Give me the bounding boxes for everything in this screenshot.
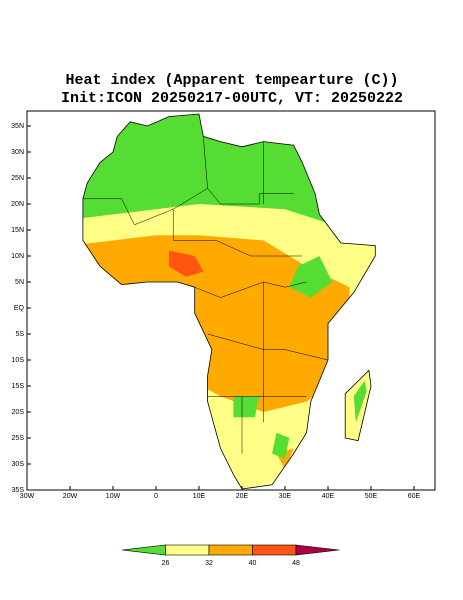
border: [203, 136, 208, 189]
madagascar-inner: [353, 380, 367, 423]
zone-cool: [289, 256, 333, 298]
lat-label: EQ: [14, 305, 25, 312]
lat-label: 15S: [12, 383, 25, 390]
zone-cool: [233, 396, 260, 418]
lat-label: 10S: [12, 357, 25, 364]
title: Heat index (Apparent tempearture (C)): [65, 72, 398, 89]
coastline: [82, 113, 376, 490]
lon-label: 20W: [63, 493, 78, 500]
colorbar-label: 32: [205, 560, 213, 567]
coastline: [82, 113, 376, 490]
lon-label: 60E: [408, 493, 421, 500]
colorbar-swatch: [208, 544, 253, 556]
colorbar-label: 26: [162, 560, 170, 567]
lon-label: 10E: [193, 493, 206, 500]
colorbar-swatch: [295, 544, 340, 556]
lat-label: 5S: [15, 331, 24, 338]
colorbar-label: 40: [249, 560, 257, 567]
lat-label: 30S: [12, 461, 25, 468]
lat-label: 35N: [11, 123, 24, 130]
subtitle: Init:ICON 20250217-00UTC, VT: 20250222: [61, 90, 403, 107]
lat-label: 20S: [12, 409, 25, 416]
zone-cool: [272, 432, 290, 459]
border: [207, 333, 329, 361]
lon-label: 10W: [106, 493, 121, 500]
lat-label: 10N: [11, 253, 24, 260]
lon-label: 0: [154, 493, 158, 500]
lon-label: 30E: [279, 493, 292, 500]
lat-label: 35S: [12, 487, 25, 494]
lat-label: 20N: [11, 201, 24, 208]
zone-hot: [82, 235, 350, 412]
border: [172, 209, 303, 257]
colorbar-swatch: [121, 544, 166, 556]
lat-label: 15N: [11, 227, 24, 234]
lat-label: 25N: [11, 175, 24, 182]
colorbar-swatch: [165, 544, 210, 556]
lon-label: 50E: [365, 493, 378, 500]
lon-label: 20E: [236, 493, 249, 500]
colorbar-swatch: [252, 544, 297, 556]
lon-label: 30W: [20, 493, 35, 500]
lon-label: 40E: [322, 493, 335, 500]
lat-label: 5N: [15, 279, 24, 286]
colorbar-label: 48: [292, 560, 300, 567]
lat-label: 25S: [12, 435, 25, 442]
zone-very-hot: [168, 250, 204, 277]
lat-label: 30N: [11, 149, 24, 156]
